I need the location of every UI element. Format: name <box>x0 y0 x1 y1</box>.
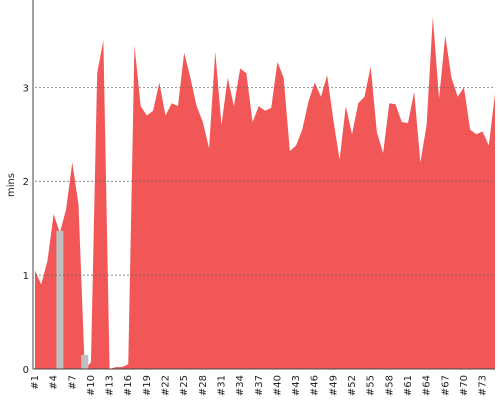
x-tick-label: #10 <box>86 375 97 396</box>
y-tick-label: 3 <box>23 83 29 94</box>
x-tick-label: #4 <box>49 375 60 390</box>
x-tick-label: #13 <box>105 375 116 396</box>
y-tick-label: 2 <box>23 177 29 188</box>
bar <box>81 354 89 369</box>
x-tick-label: #25 <box>179 375 190 396</box>
x-tick-label: #31 <box>216 375 227 396</box>
x-tick-label: #22 <box>161 375 172 396</box>
y-tick-label: 1 <box>23 271 29 282</box>
x-tick-label: #55 <box>366 375 377 396</box>
y-axis-label: mins <box>6 173 17 197</box>
bar <box>56 230 64 369</box>
x-tick-label: #7 <box>67 375 78 390</box>
x-tick-label: #73 <box>478 375 489 396</box>
x-tick-label: #43 <box>291 375 302 396</box>
area <box>35 16 495 370</box>
x-tick-label: #40 <box>272 375 283 396</box>
x-tick-label: #19 <box>142 375 153 396</box>
x-tick-label: #34 <box>235 375 246 396</box>
y-tick-label: 0 <box>23 365 29 376</box>
x-tick-label: #28 <box>198 375 209 396</box>
x-tick-label: #61 <box>403 375 414 396</box>
x-tick-label: #37 <box>254 375 265 396</box>
x-tick-label: #16 <box>123 375 134 396</box>
x-tick-label: #70 <box>459 375 470 396</box>
x-tick-label: #49 <box>328 375 339 396</box>
x-tick-label: #1 <box>30 375 41 390</box>
x-tick-label: #46 <box>310 375 321 396</box>
x-tick-label: #58 <box>384 375 395 396</box>
x-tick-label: #64 <box>422 375 433 396</box>
x-tick-label: #67 <box>440 375 451 396</box>
x-tick-label: #52 <box>347 375 358 396</box>
